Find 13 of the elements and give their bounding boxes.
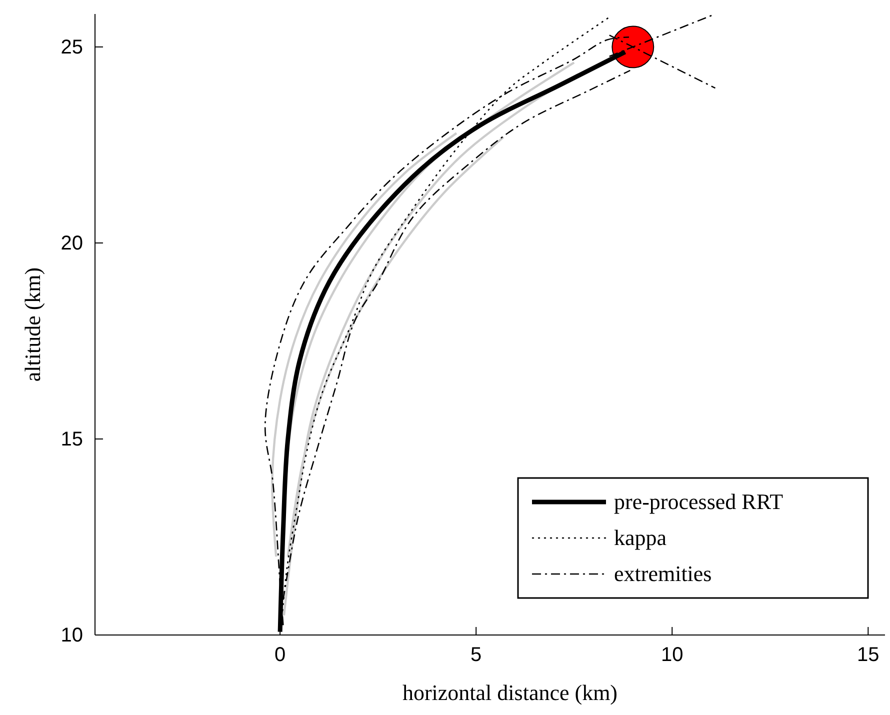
y-tick-label: 10 <box>60 624 83 646</box>
x-tick-label: 15 <box>857 644 880 666</box>
y-tick-label: 25 <box>60 36 83 58</box>
legend-label: pre-processed RRT <box>614 489 784 514</box>
y-axis-title: altitude (km) <box>20 267 45 382</box>
y-tick-label: 15 <box>60 428 83 450</box>
x-tick-label: 5 <box>470 644 482 666</box>
x-tick-label: 10 <box>660 644 684 666</box>
x-tick-label: 0 <box>274 644 286 666</box>
x-axis-title: horizontal distance (km) <box>402 680 618 705</box>
legend-label: extremities <box>614 561 712 586</box>
y-tick-label: 20 <box>60 232 83 254</box>
legend-label: kappa <box>614 525 667 550</box>
